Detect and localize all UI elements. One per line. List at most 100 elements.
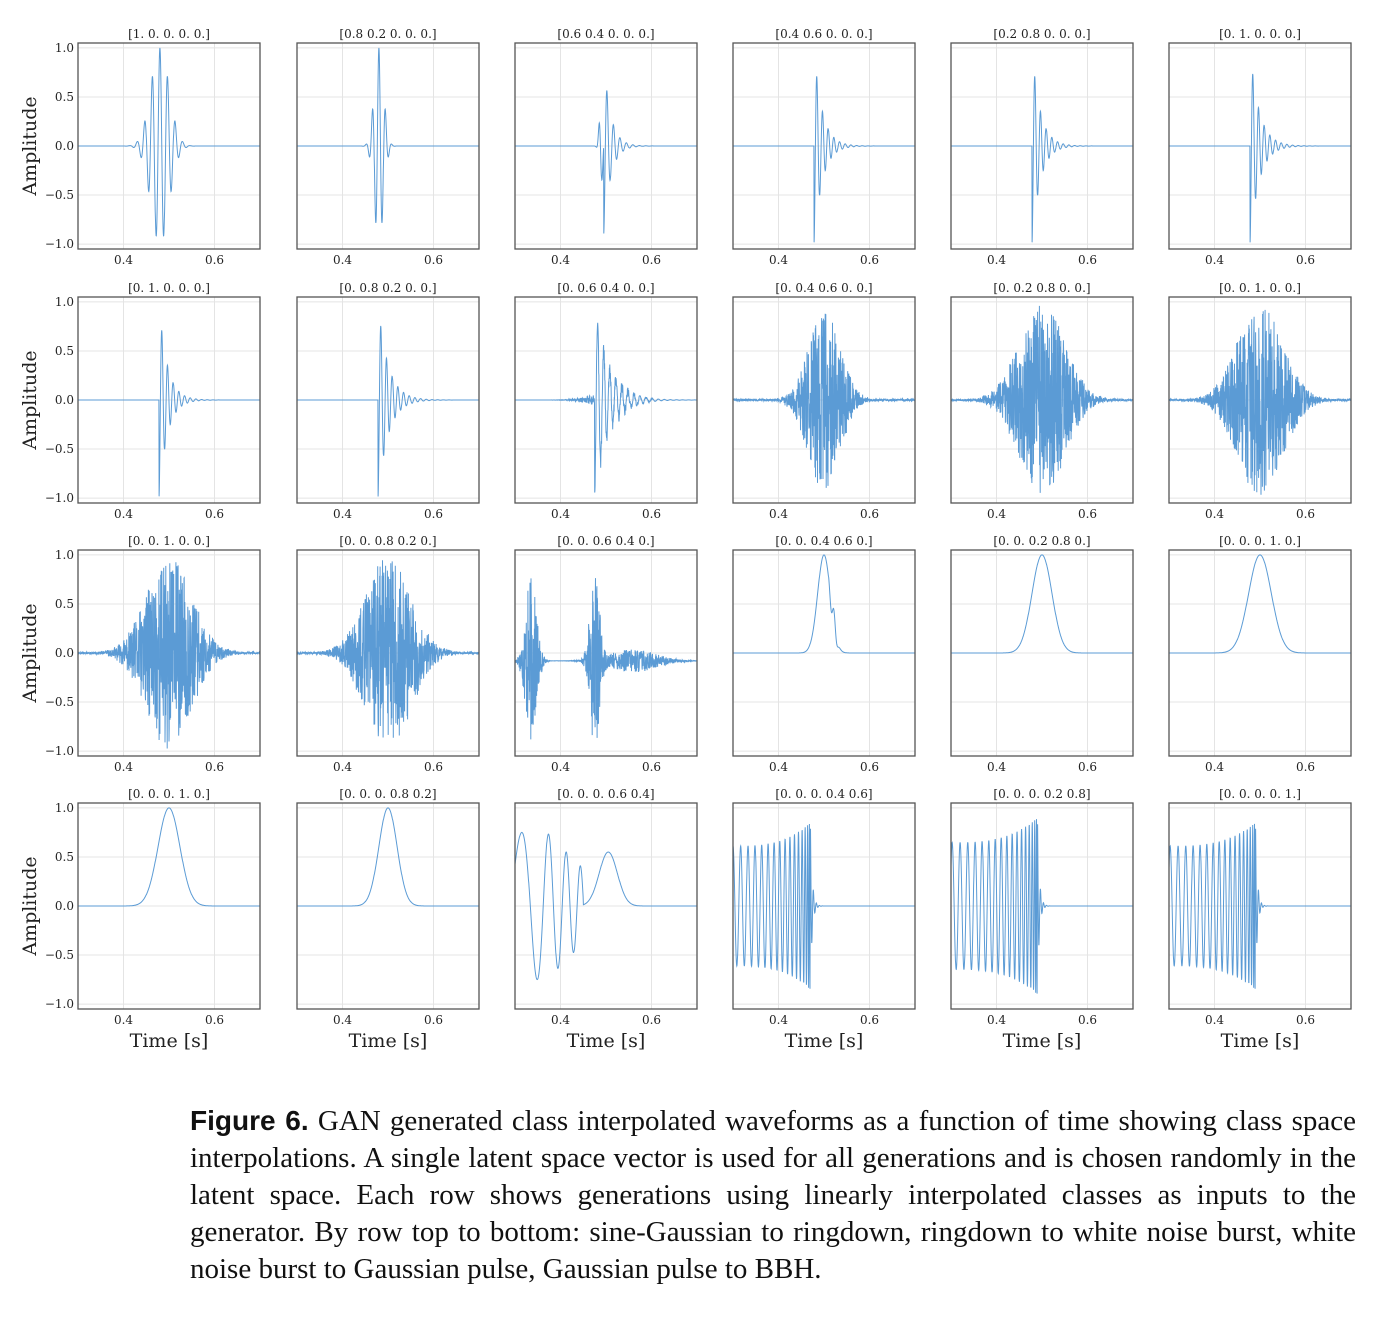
y-tick-label: −0.5 [45,442,74,456]
x-tick-label: 0.6 [205,1013,224,1027]
waveform-line [297,807,479,907]
subplot: [0.4 0.6 0. 0. 0.] 0.4 0.6 [732,27,916,267]
x-tick-label: 0.4 [333,1013,352,1027]
waveform-line [951,554,1133,654]
waveform-line [297,47,479,223]
subplot-title: [0. 0. 0.4 0.6 0.] [775,534,872,548]
plot-frame [950,549,1134,757]
y-axis-label: Amplitude [19,350,41,450]
waveform-line [1169,73,1351,243]
x-tick-label: 0.4 [987,507,1006,521]
x-tick-label: 0.6 [642,253,661,267]
x-tick-label: 0.6 [1296,1013,1315,1027]
subplot-title: [0. 1. 0. 0. 0.] [128,281,210,295]
y-tick-label: 1.0 [55,801,74,815]
x-axis-label: Time [s] [567,1030,646,1052]
subplot: [0. 0. 0. 0.2 0.8] 0.4 0.6 Time [s] [950,787,1134,1052]
x-tick-label: 0.6 [860,760,879,774]
plot-frame [732,802,916,1010]
x-tick-label: 0.4 [769,253,788,267]
subplot: [0.8 0.2 0. 0. 0.] 0.4 0.6 [296,27,480,267]
subplot-title: [0.6 0.4 0. 0. 0.] [557,27,654,41]
x-tick-label: 0.4 [114,760,133,774]
x-axis-label: Time [s] [349,1030,428,1052]
figure-caption: Figure 6. GAN generated class interpolat… [190,1102,1356,1288]
plot-frame [1168,549,1352,757]
subplot-title: [0. 0.6 0.4 0. 0.] [557,281,654,295]
x-tick-label: 0.4 [333,253,352,267]
plot-frame [732,42,916,250]
x-tick-label: 0.4 [1205,507,1224,521]
waveform-line [78,47,260,237]
y-tick-label: 0.5 [55,850,74,864]
waveform-line [732,313,916,488]
plot-frame [514,42,698,250]
plot-frame [77,42,261,250]
waveform-line [1169,554,1351,654]
x-tick-label: 0.4 [551,253,570,267]
subplot-title: [0. 0.4 0.6 0. 0.] [775,281,872,295]
subplot: [0. 0. 0. 0.6 0.4] 0.4 0.6 Time [s] [514,787,698,1052]
x-tick-label: 0.4 [333,507,352,521]
x-tick-label: 0.6 [205,253,224,267]
x-axis-label: Time [s] [1221,1030,1300,1052]
x-tick-label: 0.6 [642,1013,661,1027]
subplot-title: [0. 0.8 0.2 0. 0.] [339,281,436,295]
y-tick-label: −1.0 [45,237,74,251]
y-tick-label: 0.0 [55,139,74,153]
y-tick-label: 0.5 [55,597,74,611]
x-tick-label: 0.4 [333,760,352,774]
y-tick-label: 0.0 [55,393,74,407]
plot-frame [77,802,261,1010]
subplot: [0. 0. 1. 0. 0.] 0.4 0.6 1.0 0.5 0.0 −0.5 −1.0 A… [19,534,261,774]
subplot: [0. 0. 1. 0. 0.] 0.4 0.6 [1168,281,1352,521]
subplot: [0. 0.2 0.8 0. 0.] 0.4 0.6 [950,281,1134,521]
subplot-title: [0. 0. 0. 0.8 0.2] [339,787,436,801]
waveform-line [78,330,260,497]
y-tick-label: 0.5 [55,90,74,104]
subplot-title: [0.8 0.2 0. 0. 0.] [339,27,436,41]
waveform-line [951,76,1133,243]
x-tick-label: 0.4 [769,507,788,521]
x-tick-label: 0.4 [551,507,570,521]
subplot-title: [0. 0. 0. 1. 0.] [1219,534,1301,548]
plot-frame [732,549,916,757]
subplot-title: [0. 0. 1. 0. 0.] [1219,281,1301,295]
x-tick-label: 0.6 [860,1013,879,1027]
plot-frame [950,802,1134,1010]
subplot: [0. 1. 0. 0. 0.] 0.4 0.6 [1168,27,1352,267]
waveform-line [514,831,697,981]
waveform-line [1168,823,1351,989]
x-tick-label: 0.4 [1205,1013,1224,1027]
plot-frame [950,42,1134,250]
waveform-line [515,322,697,493]
y-tick-label: 1.0 [55,295,74,309]
x-tick-label: 0.6 [1078,1013,1097,1027]
x-tick-label: 0.6 [642,507,661,521]
x-tick-label: 0.6 [1296,507,1315,521]
plot-frame [296,549,480,757]
subplot: [0. 0. 0. 1. 0.] 0.4 0.6 1.0 0.5 0.0 −0.5 −1.0 A… [19,787,261,1052]
y-tick-label: −0.5 [45,188,74,202]
y-tick-label: 1.0 [55,41,74,55]
waveform-line [514,578,698,740]
x-tick-label: 0.4 [1205,760,1224,774]
x-tick-label: 0.6 [424,507,443,521]
waveform-line [77,562,261,749]
y-axis-label: Amplitude [19,856,41,956]
subplot-title: [0. 0. 0. 0.2 0.8] [993,787,1090,801]
waveform-line [297,325,479,497]
waveform-line [296,560,480,738]
y-tick-label: 0.0 [55,646,74,660]
x-tick-label: 0.6 [1078,253,1097,267]
x-tick-label: 0.6 [1078,507,1097,521]
caption-label: Figure 6. [190,1105,309,1136]
x-tick-label: 0.4 [114,507,133,521]
subplot-title: [0. 0. 0. 0.4 0.6] [775,787,872,801]
x-tick-label: 0.6 [1296,253,1315,267]
x-tick-label: 0.4 [769,1013,788,1027]
subplot: [0. 0. 0.4 0.6 0.] 0.4 0.6 [732,534,916,774]
subplot: [0. 0.8 0.2 0. 0.] 0.4 0.6 [296,281,480,521]
plot-frame [1168,802,1352,1010]
subplot-title: [0. 0. 0.2 0.8 0.] [993,534,1090,548]
